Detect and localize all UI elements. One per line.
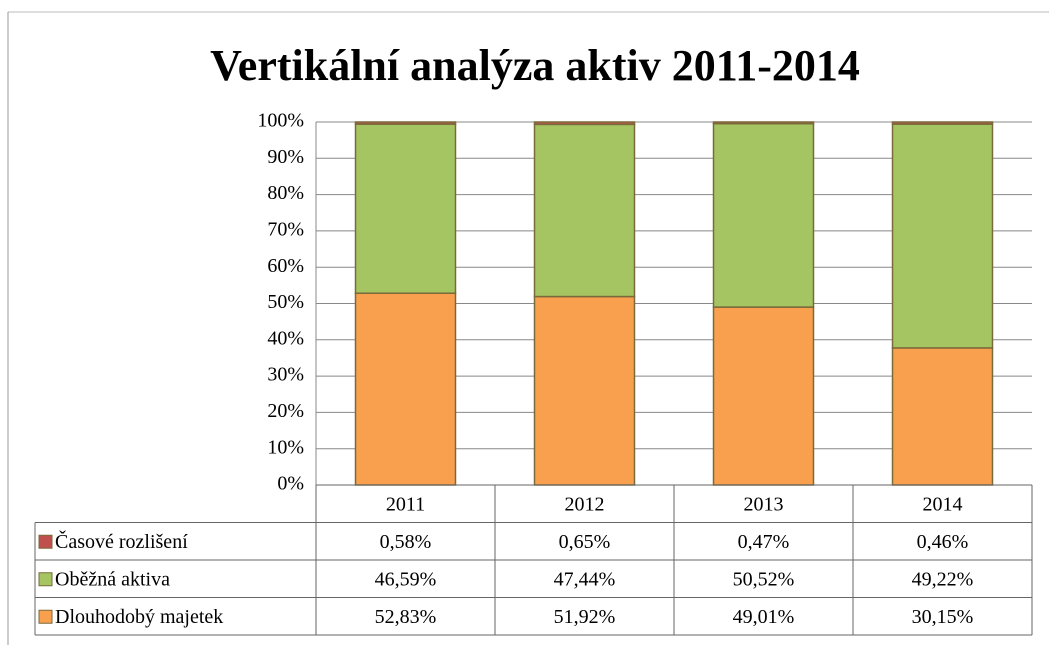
bar-segment — [891, 123, 994, 349]
y-tick-label: 90% — [267, 146, 304, 168]
table-value: 50,52% — [733, 568, 795, 590]
x-tick-label: 2011 — [386, 493, 425, 515]
y-tick-label: 50% — [267, 291, 304, 313]
legend-label: Oběžná aktiva — [55, 568, 170, 590]
bar-segment — [354, 121, 457, 125]
y-tick-label: 80% — [267, 182, 304, 204]
legend-label: Dlouhodobý majetek — [55, 606, 223, 628]
table-value: 49,22% — [912, 568, 974, 590]
x-tick-label: 2014 — [923, 493, 963, 515]
y-tick-label: 30% — [267, 364, 304, 386]
legend-key — [38, 609, 53, 624]
x-tick-label: 2013 — [744, 493, 784, 515]
y-tick-label: 60% — [267, 255, 304, 277]
bar-segment — [533, 121, 636, 126]
table-value: 46,59% — [375, 568, 437, 590]
bar-segment — [891, 347, 994, 486]
y-tick-label: 20% — [267, 400, 304, 422]
table-value: 51,92% — [554, 606, 616, 628]
y-tick-label: 70% — [267, 218, 304, 240]
table-value: 52,83% — [375, 606, 437, 628]
table-value: 47,44% — [554, 568, 616, 590]
bar-segment — [712, 122, 815, 308]
bar-segment — [891, 121, 994, 125]
y-tick-label: 0% — [277, 473, 304, 495]
y-tick-label: 10% — [267, 436, 304, 458]
bar-segment — [712, 121, 815, 125]
table-value: 0,47% — [738, 531, 790, 553]
table-value: 0,65% — [559, 531, 611, 553]
y-tick-label: 100% — [257, 110, 304, 132]
bar-segment — [354, 123, 457, 294]
x-tick-label: 2012 — [565, 493, 605, 515]
y-tick-label: 40% — [267, 327, 304, 349]
bar-segment — [533, 295, 636, 486]
table-value: 0,46% — [917, 531, 969, 553]
bar-segment — [712, 306, 815, 486]
legend-key — [38, 572, 53, 587]
table-value: 30,15% — [912, 606, 974, 628]
chart-title: Vertikální analýza aktiv 2011-2014 — [210, 41, 860, 90]
legend-label: Časové rozlišení — [55, 529, 188, 553]
bar-segment — [533, 123, 636, 298]
table-value: 0,58% — [380, 531, 432, 553]
legend-key — [38, 534, 53, 549]
table-value: 49,01% — [733, 606, 795, 628]
bar-segment — [354, 292, 457, 486]
